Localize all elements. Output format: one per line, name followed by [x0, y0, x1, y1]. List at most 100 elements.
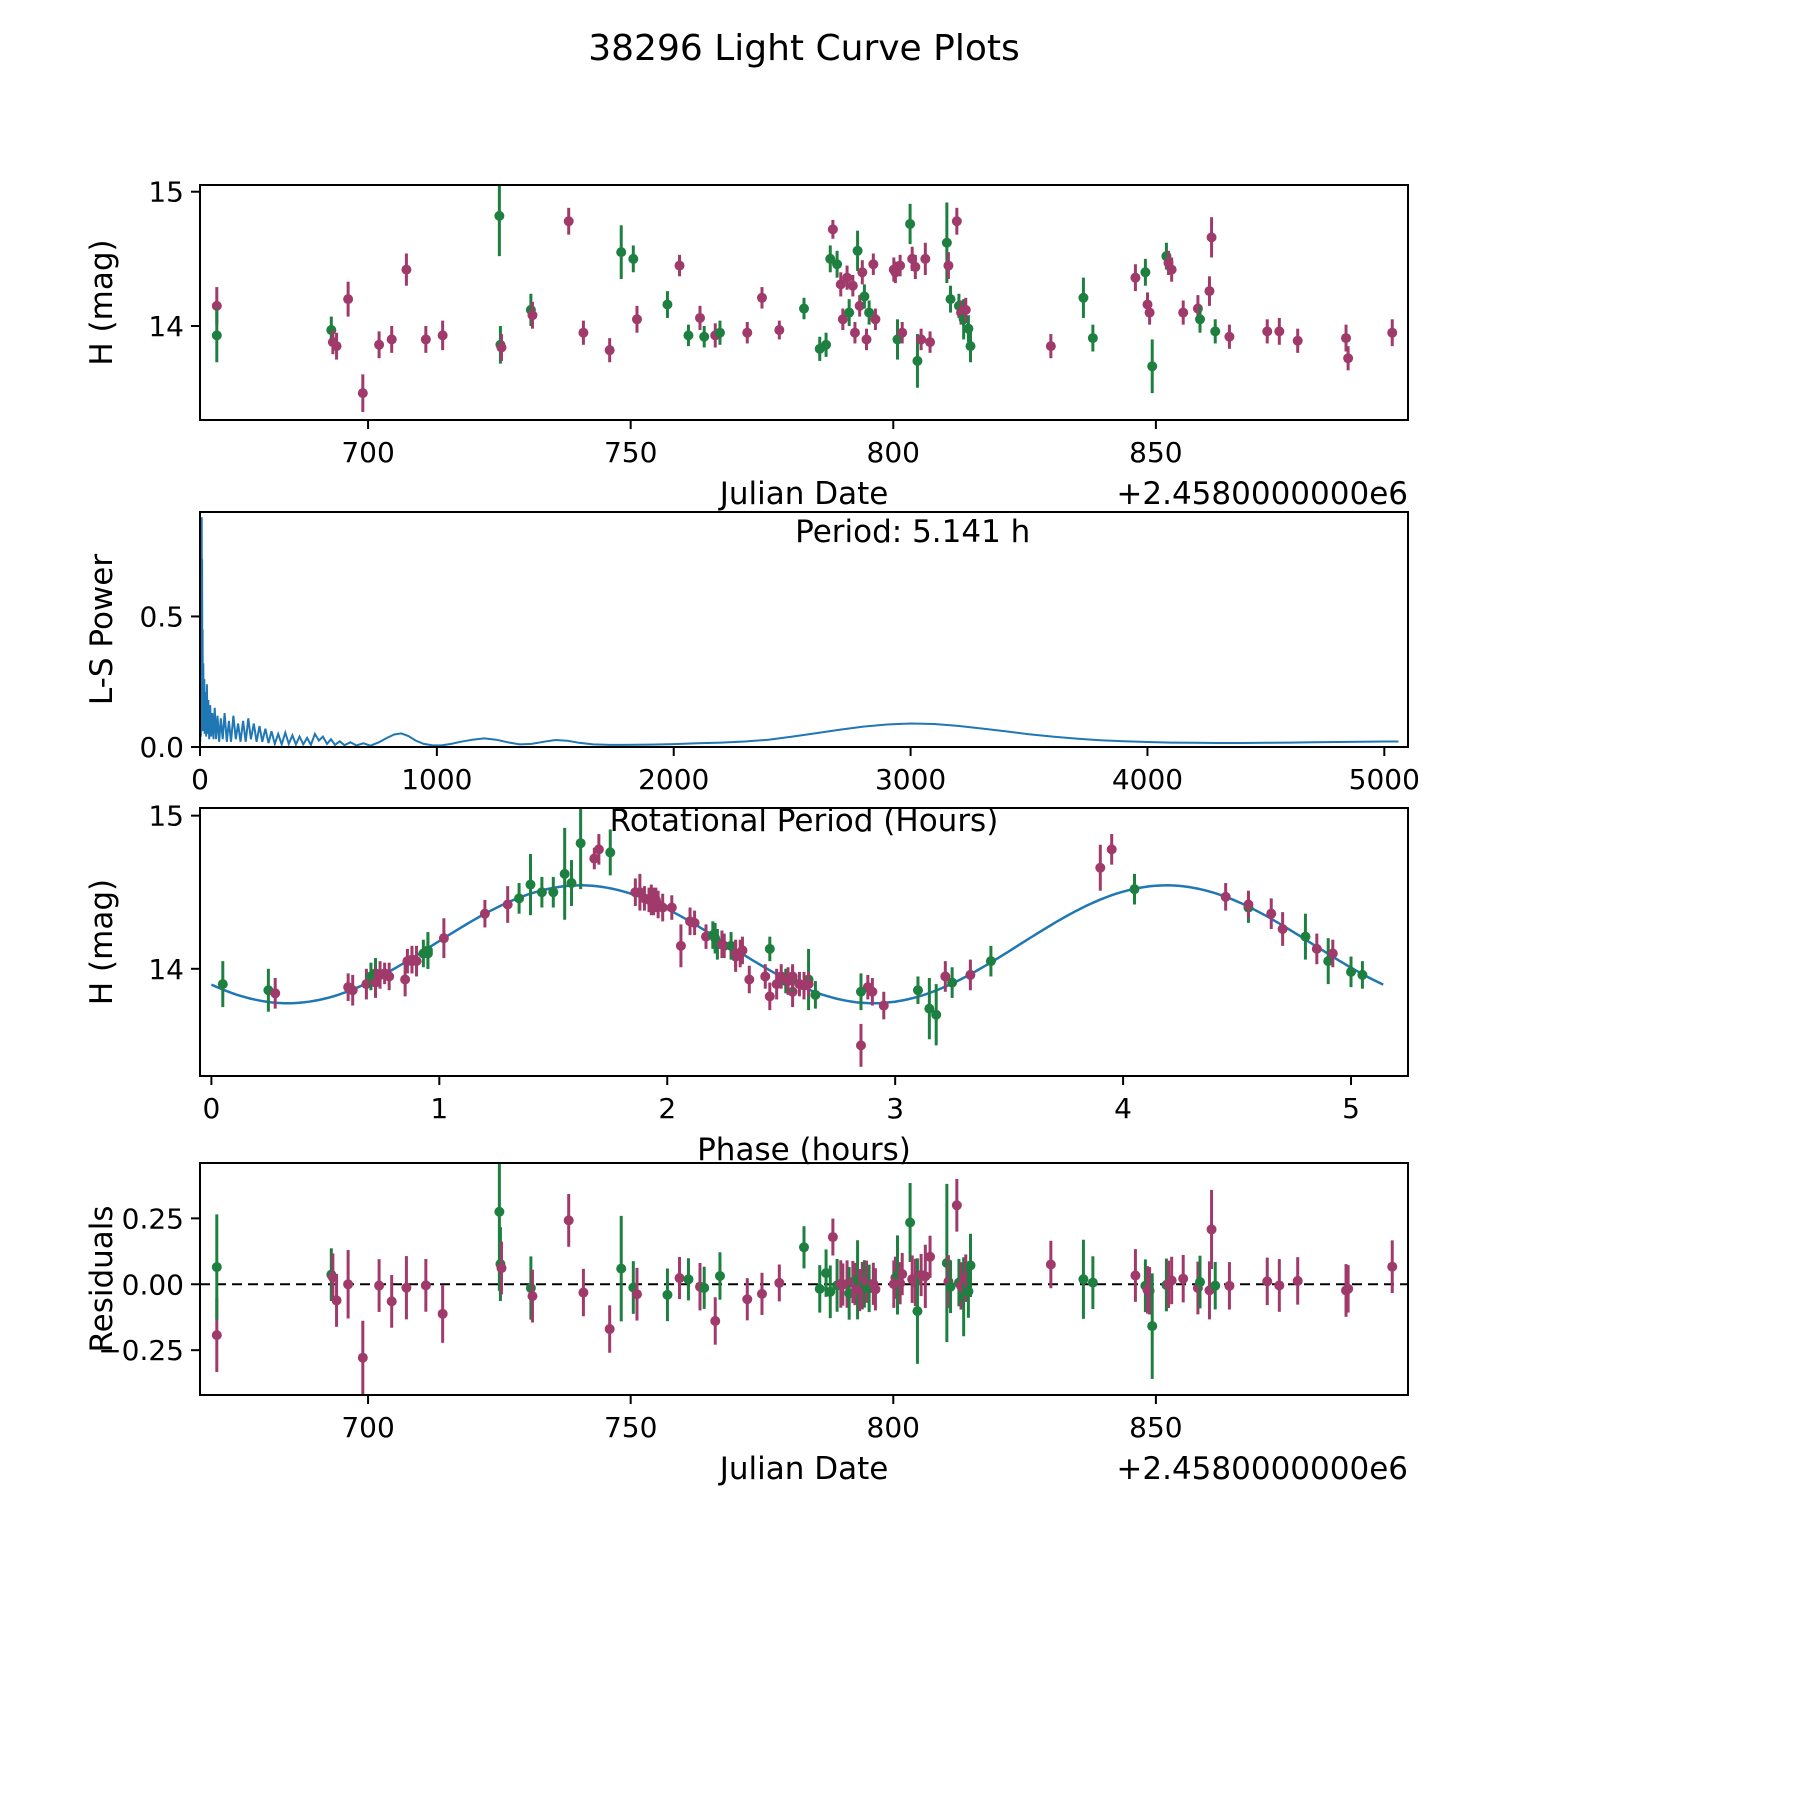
data-point: [1130, 1270, 1141, 1281]
data-point: [925, 337, 936, 348]
data-point: [854, 300, 865, 311]
y-tick-label: 0.25: [122, 1202, 184, 1235]
x-tick-label: 1000: [401, 763, 472, 796]
data-point: [683, 1274, 694, 1285]
data-point: [1274, 1280, 1285, 1291]
data-point: [832, 259, 843, 270]
data-point: [1195, 1277, 1206, 1288]
data-point: [783, 976, 794, 987]
data-point: [825, 253, 836, 264]
data-point: [912, 1306, 923, 1317]
x-tick-label: 800: [867, 1411, 920, 1444]
data-point: [331, 341, 342, 352]
data-point: [847, 280, 858, 291]
data-point: [714, 1270, 725, 1281]
data-point: [943, 260, 954, 271]
data-point: [945, 1281, 956, 1292]
data-point: [1130, 272, 1141, 283]
data-point: [1387, 1261, 1398, 1272]
data-point: [578, 327, 589, 338]
data-point: [965, 969, 976, 980]
x-tick-label: 0: [191, 763, 209, 796]
data-point: [1274, 326, 1285, 337]
data-point: [437, 330, 448, 341]
data-point: [211, 300, 222, 311]
data-point: [357, 1352, 368, 1363]
residuals-panel: 700 750 800 850 0.25 0.00 −0.25 Julian Date +2.4…: [84, 1162, 1409, 1487]
data-point: [496, 1263, 507, 1274]
data-point: [401, 1282, 412, 1293]
x-tick-label: 850: [1129, 436, 1182, 469]
data-point: [827, 1232, 838, 1243]
data-point: [211, 330, 222, 341]
data-point: [910, 261, 921, 272]
data-point: [810, 989, 821, 1000]
data-point: [616, 247, 627, 258]
y-tick-label: 15: [148, 176, 184, 209]
data-point: [563, 216, 574, 227]
data-point: [799, 1242, 809, 1253]
data-point: [604, 345, 615, 356]
data-point: [374, 339, 385, 350]
x-tick-label: 2000: [638, 763, 709, 796]
data-point: [905, 1217, 916, 1228]
x-tick-label: 750: [604, 1411, 657, 1444]
data-point: [1144, 307, 1155, 318]
data-point: [1078, 292, 1089, 303]
data-point: [1087, 1277, 1098, 1288]
data-point: [343, 1279, 354, 1290]
data-point: [985, 956, 996, 967]
data-point: [494, 210, 505, 221]
data-point: [502, 899, 513, 910]
data-point: [730, 948, 741, 959]
y-tick-label: 0.0: [139, 731, 184, 764]
light-curve-panel-data: [211, 185, 1398, 412]
data-point: [1045, 341, 1056, 352]
data-point: [878, 1000, 889, 1011]
data-point: [1323, 956, 1334, 967]
data-point: [1266, 908, 1277, 919]
data-point: [270, 988, 281, 999]
data-point: [710, 1315, 721, 1326]
data-point: [1341, 333, 1352, 344]
data-point: [1311, 943, 1322, 954]
periodogram-panel-frame: [199, 511, 1409, 748]
x-tick-label: 5000: [1349, 763, 1420, 796]
data-point: [1206, 1224, 1217, 1235]
data-point: [343, 294, 354, 305]
data-point: [361, 979, 372, 990]
data-point: [771, 979, 782, 990]
x-tick-label: 3: [886, 1092, 904, 1125]
data-point: [774, 325, 785, 336]
x-tick-label: 2: [658, 1092, 676, 1125]
data-point: [370, 977, 381, 988]
period-annotation: Period: 5.141 h: [795, 514, 1030, 550]
data-point: [867, 986, 878, 997]
data-point: [859, 291, 870, 302]
data-point: [837, 314, 848, 325]
data-point: [438, 933, 449, 944]
data-point: [631, 1289, 642, 1300]
y-axis-label: H (mag): [84, 239, 120, 365]
data-point: [814, 1283, 825, 1294]
data-point: [1277, 923, 1288, 934]
data-point: [420, 334, 431, 345]
data-point: [514, 893, 525, 904]
data-point: [1129, 884, 1140, 895]
data-point: [1220, 891, 1231, 902]
data-point: [960, 304, 971, 315]
data-point: [1095, 862, 1106, 873]
x-axis-offset-label: +2.4580000000e6: [1116, 1451, 1408, 1487]
data-point: [897, 327, 908, 338]
data-point: [646, 894, 657, 905]
data-point: [849, 327, 860, 338]
data-point: [799, 980, 809, 991]
data-point: [912, 985, 923, 996]
data-point: [418, 948, 429, 959]
periodogram-panel-data: [200, 517, 1399, 747]
light-curve-panel: 700 750 800 850 15 14 Julian Date +2.4580000000…: [84, 176, 1409, 512]
x-axis-label: Julian Date: [718, 1451, 889, 1487]
data-point: [1387, 327, 1398, 338]
data-point: [662, 299, 673, 310]
